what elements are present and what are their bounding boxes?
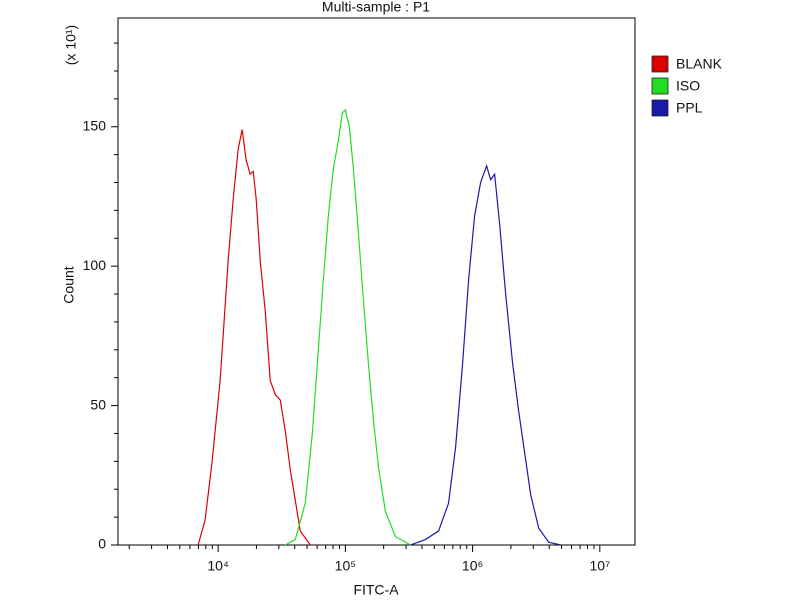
y-tick-label: 50: [90, 396, 106, 412]
x-tick-label: 10⁶: [462, 558, 483, 574]
x-tick-label: 10⁵: [335, 558, 356, 574]
plot-frame: [117, 17, 636, 546]
y-axis-label: Count: [61, 266, 77, 303]
histogram-line: [197, 129, 311, 546]
legend-swatch: [651, 55, 669, 73]
y-tick-label: 100: [83, 257, 107, 273]
legend-swatch: [651, 77, 669, 95]
legend-swatch: [651, 99, 669, 117]
legend-label: PPL: [676, 100, 703, 116]
y-tick-label: 150: [83, 117, 107, 133]
y-multiplier: (x 10¹): [63, 25, 79, 65]
y-tick-label: 0: [98, 536, 106, 552]
chart-title: Multi-sample : P1: [322, 0, 430, 15]
x-tick-label: 10⁴: [207, 558, 229, 574]
legend-label: BLANK: [676, 56, 723, 72]
histogram-line: [284, 108, 411, 546]
x-axis-label: FITC-A: [353, 582, 399, 598]
legend-label: ISO: [676, 78, 700, 94]
x-tick-label: 10⁷: [590, 558, 611, 574]
histogram-line: [410, 163, 561, 546]
